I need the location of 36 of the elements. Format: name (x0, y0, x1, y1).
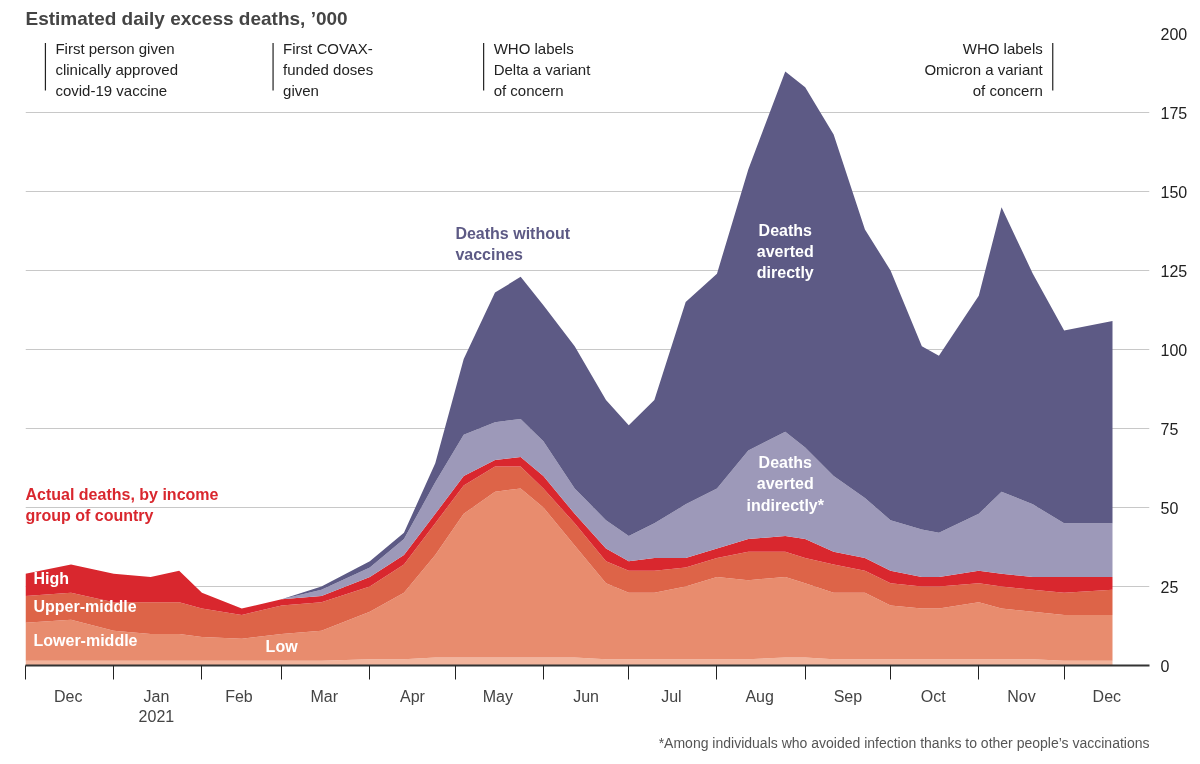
y-tick-label: 75 (1160, 420, 1179, 438)
series-label: Deaths averted directly (756, 221, 814, 282)
x-tick-label: Jul (661, 687, 682, 705)
x-tick-label: Jan 2021 (138, 687, 175, 725)
y-tick-label: 0 (1160, 657, 1170, 675)
y-tick-label: 50 (1160, 499, 1179, 517)
x-tick-label: Dec (1092, 687, 1122, 705)
annotation: Deaths without vaccines (455, 224, 571, 263)
x-tick-label: Apr (400, 687, 426, 705)
ref-line-label: First COVAX- funded doses given (283, 39, 374, 100)
x-tick-label: May (482, 687, 513, 705)
series-label: Upper-middle (33, 597, 137, 615)
x-tick-label: Nov (1007, 687, 1036, 705)
y-tick-label: 25 (1160, 578, 1179, 596)
x-tick-label: Mar (310, 687, 339, 705)
series-label: High (33, 570, 70, 588)
ref-line-label: First person given clinically approved covid-19 vaccine (55, 39, 178, 100)
y-tick-label: 125 (1160, 262, 1188, 280)
x-tick-label: Aug (745, 687, 774, 705)
ref-line-label: WHO labels Delta a variant of concern (493, 39, 592, 100)
x-tick-label: Sep (833, 687, 863, 705)
series-label: Low (265, 637, 299, 655)
x-tick-label: Jun (573, 687, 599, 705)
x-tick-label: Oct (920, 687, 947, 705)
series-label: Lower-middle (33, 631, 138, 649)
series-label: Deaths averted indirectly* (746, 454, 825, 514)
y-tick-label: 100 (1160, 341, 1188, 359)
y-tick-label: 150 (1160, 183, 1188, 201)
y-tick-label: 200 (1160, 25, 1188, 43)
chart-title: Estimated daily excess deaths, ’000 (25, 7, 348, 29)
annotation: Actual deaths, by income group of country (25, 485, 219, 524)
x-tick-label: Dec (53, 687, 83, 705)
ref-line-label: WHO labels Omicron a variant of concern (924, 39, 1044, 100)
text: *Among individuals who avoided infection thanks to other people’s vaccinations (658, 734, 1150, 751)
x-tick-label: Feb (225, 687, 253, 705)
y-tick-label: 175 (1160, 104, 1188, 122)
